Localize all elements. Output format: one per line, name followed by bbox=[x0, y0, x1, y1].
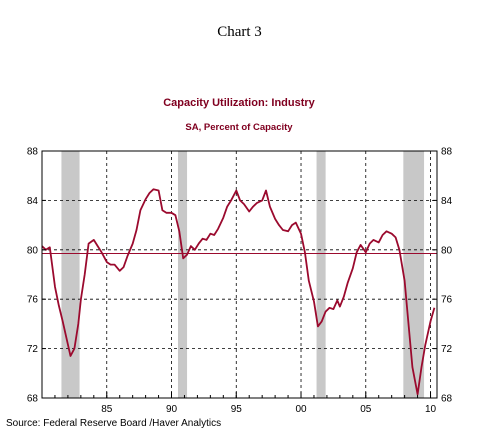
y-tick-label-right-76: 76 bbox=[441, 295, 453, 306]
series-group bbox=[41, 188, 436, 396]
recession-shading bbox=[61, 151, 425, 398]
grid-lines bbox=[42, 151, 437, 398]
source-note: Source: Federal Reserve Board /Haver Ana… bbox=[6, 418, 222, 429]
x-tick-label-1990: 90 bbox=[166, 404, 178, 415]
y-tick-label-left-68: 68 bbox=[27, 394, 39, 405]
plot-frame bbox=[41, 150, 438, 399]
y-tick-label-right-72: 72 bbox=[441, 344, 453, 355]
recession-band-3 bbox=[316, 151, 326, 398]
y-tick-label-right-84: 84 bbox=[441, 196, 453, 207]
x-tick-label-2000: 00 bbox=[295, 404, 307, 415]
chart-title: Capacity Utilization: Industry bbox=[163, 97, 315, 109]
y-tick-label-right-88: 88 bbox=[441, 147, 453, 158]
y-tick-label-right-68: 68 bbox=[441, 394, 453, 405]
y-tick-label-left-88: 88 bbox=[27, 147, 39, 158]
x-tick-label-1995: 95 bbox=[231, 404, 243, 415]
y-tick-label-left-80: 80 bbox=[27, 245, 39, 256]
x-tick-label-2010: 10 bbox=[425, 404, 437, 415]
y-tick-label-left-84: 84 bbox=[27, 196, 39, 207]
y-tick-label-right-80: 80 bbox=[441, 245, 453, 256]
chart-subtitle: SA, Percent of Capacity bbox=[185, 122, 293, 133]
series-line-1 bbox=[41, 188, 436, 396]
chart-number: Chart 3 bbox=[217, 24, 262, 40]
y-tick-label-left-76: 76 bbox=[27, 295, 39, 306]
recession-band-4 bbox=[403, 151, 425, 398]
recession-band-1 bbox=[61, 151, 80, 398]
axes: 68 68 72 72 76 76 80 80 84 84 88 88 85 90 95 00 05 10 bbox=[27, 147, 453, 416]
x-tick-label-1985: 85 bbox=[101, 404, 113, 415]
y-tick-label-left-72: 72 bbox=[27, 344, 39, 355]
x-tick-label-2005: 05 bbox=[360, 404, 372, 415]
recession-band-2 bbox=[177, 151, 188, 398]
